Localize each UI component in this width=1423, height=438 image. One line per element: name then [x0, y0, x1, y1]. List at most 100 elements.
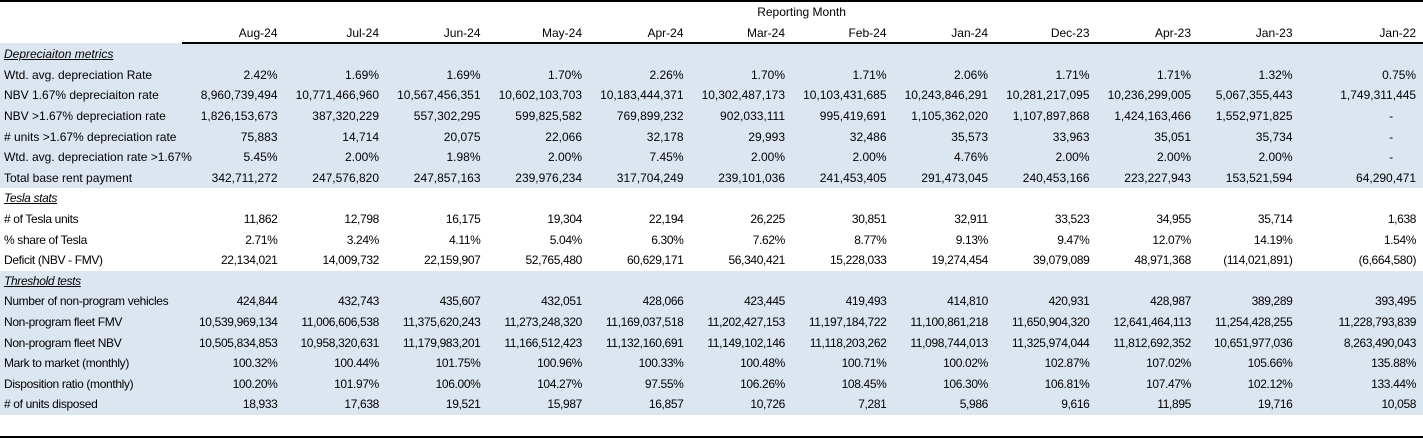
section-title: Threshold tests: [4, 273, 81, 288]
value-cell: 240,453,166: [994, 167, 1096, 189]
value-cell: 34,955: [1156, 212, 1191, 227]
value-cell: 102.12%: [1197, 373, 1299, 395]
month-column-header: Apr-24: [588, 22, 690, 44]
value-cell: 60,629,171: [626, 253, 684, 268]
value-cell: 769,899,232: [588, 105, 690, 127]
value-cell: 4.76%: [892, 146, 994, 168]
value-cell: 3.24%: [346, 232, 380, 247]
value-cell: 11,166,512,423: [486, 332, 588, 353]
table-row: Wtd. avg. depreciation Rate 2.42% 1.69% 1.6…: [0, 64, 1423, 86]
value-cell: 10,058: [1298, 394, 1423, 415]
value-cell: 1.71%: [1095, 64, 1197, 86]
value-cell: 97.55%: [588, 373, 690, 395]
value-cell: 11,006,606,538: [283, 311, 385, 333]
value-cell: 14,714: [283, 126, 385, 147]
value-cell: 100.20%: [182, 373, 284, 395]
value-cell: 39,079,089: [1032, 253, 1090, 268]
value-cell: 428,987: [1095, 291, 1197, 312]
value-cell: 2.00%: [486, 146, 588, 168]
value-cell: -: [1298, 105, 1423, 127]
value-cell: 1.54%: [1383, 232, 1417, 247]
value-cell: 100.02%: [892, 352, 994, 374]
value-cell: 10,281,217,095: [994, 85, 1096, 106]
row-label: Wtd. avg. depreciation rate >1.67%: [0, 146, 192, 168]
value-cell: 14,009,732: [322, 253, 379, 268]
value-cell: 17,638: [283, 394, 385, 415]
value-cell: 1.70%: [486, 64, 588, 86]
month-column-header: Jan-24: [892, 22, 994, 44]
value-cell: 11,100,861,218: [892, 311, 994, 333]
value-cell: 387,320,229: [283, 105, 385, 127]
value-cell: 8.77%: [854, 232, 887, 247]
table-row: Number of non-program vehicles 424,844 432…: [0, 291, 1423, 312]
value-cell: 2.71%: [245, 232, 278, 247]
value-cell: 902,033,111: [689, 105, 791, 127]
table-row: Disposition ratio (monthly) 100.20% 101.97…: [0, 373, 1423, 395]
table-row: Non-program fleet FMV 10,539,969,134 11,00…: [0, 311, 1423, 333]
value-cell: 432,051: [486, 291, 588, 312]
value-cell: 1.32%: [1197, 64, 1299, 86]
value-cell: 107.02%: [1095, 352, 1197, 374]
value-cell: 11,862: [243, 212, 278, 227]
value-cell: 22,159,907: [423, 253, 481, 268]
value-cell: 11,132,160,691: [588, 332, 690, 353]
value-cell: 32,911: [954, 212, 988, 227]
value-cell: 2.00%: [1197, 146, 1299, 168]
value-cell: 342,711,272: [182, 167, 284, 189]
header-spacer: [0, 22, 182, 43]
value-cell: 100.71%: [791, 352, 893, 374]
value-cell: 1,826,153,673: [182, 105, 284, 127]
value-cell: 11,375,620,243: [385, 311, 487, 333]
value-cell: 10,651,977,036: [1197, 332, 1299, 353]
value-cell: 75,883: [182, 126, 284, 147]
value-cell: 7.62%: [752, 232, 786, 247]
value-cell: 10,183,444,371: [588, 85, 690, 106]
value-cell: 423,445: [689, 291, 791, 312]
value-cell: 10,505,834,853: [182, 332, 284, 353]
value-cell: 420,931: [994, 291, 1096, 312]
value-cell: 2.00%: [689, 146, 791, 168]
section-title-cell: Threshold tests: [0, 270, 1423, 292]
month-column-header: Jul-24: [283, 22, 385, 44]
value-cell: 19,716: [1197, 394, 1299, 415]
value-cell: 52,765,480: [525, 253, 582, 268]
value-cell: 100.32%: [182, 352, 284, 374]
value-cell: 5.45%: [182, 146, 284, 168]
value-cell: 106.30%: [892, 373, 994, 395]
value-cell: 106.26%: [689, 373, 791, 395]
value-cell: 1.71%: [994, 64, 1096, 86]
value-cell: 1,424,163,466: [1095, 105, 1197, 127]
value-cell: 11,098,744,013: [892, 332, 994, 353]
table-row: # of units disposed 18,933 17,638 19,521 15,…: [0, 394, 1423, 415]
value-cell: 10,726: [689, 394, 791, 415]
value-cell: 29,993: [689, 126, 791, 147]
value-cell: 1,107,897,868: [994, 105, 1096, 127]
table-row: Wtd. avg. depreciation rate >1.67% 5.45% 2…: [0, 146, 1423, 168]
value-cell: 7,281: [791, 394, 893, 415]
row-label: # of Tesla units: [4, 212, 79, 227]
table-row: NBV 1.67% depreciaiton rate 8,960,739,494…: [0, 85, 1423, 106]
month-column-header: May-24: [486, 22, 588, 44]
value-cell: 6.30%: [651, 232, 684, 247]
value-cell: 428,066: [588, 291, 690, 312]
section-title: Depreciaiton metrics: [4, 47, 114, 62]
month-column-header: Apr-23: [1095, 22, 1197, 44]
row-label: Non-program fleet FMV: [0, 311, 182, 333]
value-cell: 11,228,793,839: [1298, 311, 1423, 333]
value-cell: 100.48%: [689, 352, 791, 374]
value-cell: 2.00%: [994, 146, 1096, 168]
value-cell: 19,274,454: [931, 253, 988, 268]
value-cell: 11,197,184,722: [791, 311, 893, 333]
value-cell: 108.45%: [791, 373, 893, 395]
value-cell: 11,254,428,255: [1197, 311, 1299, 333]
value-cell: 11,812,692,352: [1095, 332, 1197, 353]
value-cell: 105.66%: [1197, 352, 1299, 374]
table-row: NBV >1.67% depreciation rate 1,826,153,67…: [0, 105, 1423, 127]
value-cell: 5,067,355,443: [1197, 85, 1299, 106]
value-cell: 20,075: [385, 126, 487, 147]
table-row: Total base rent payment 342,711,272 247,57…: [0, 167, 1423, 189]
value-cell: 11,202,427,153: [689, 311, 791, 333]
value-cell: 2.26%: [588, 64, 690, 86]
value-cell: 30,851: [851, 212, 887, 227]
value-cell: 599,825,582: [486, 105, 588, 127]
